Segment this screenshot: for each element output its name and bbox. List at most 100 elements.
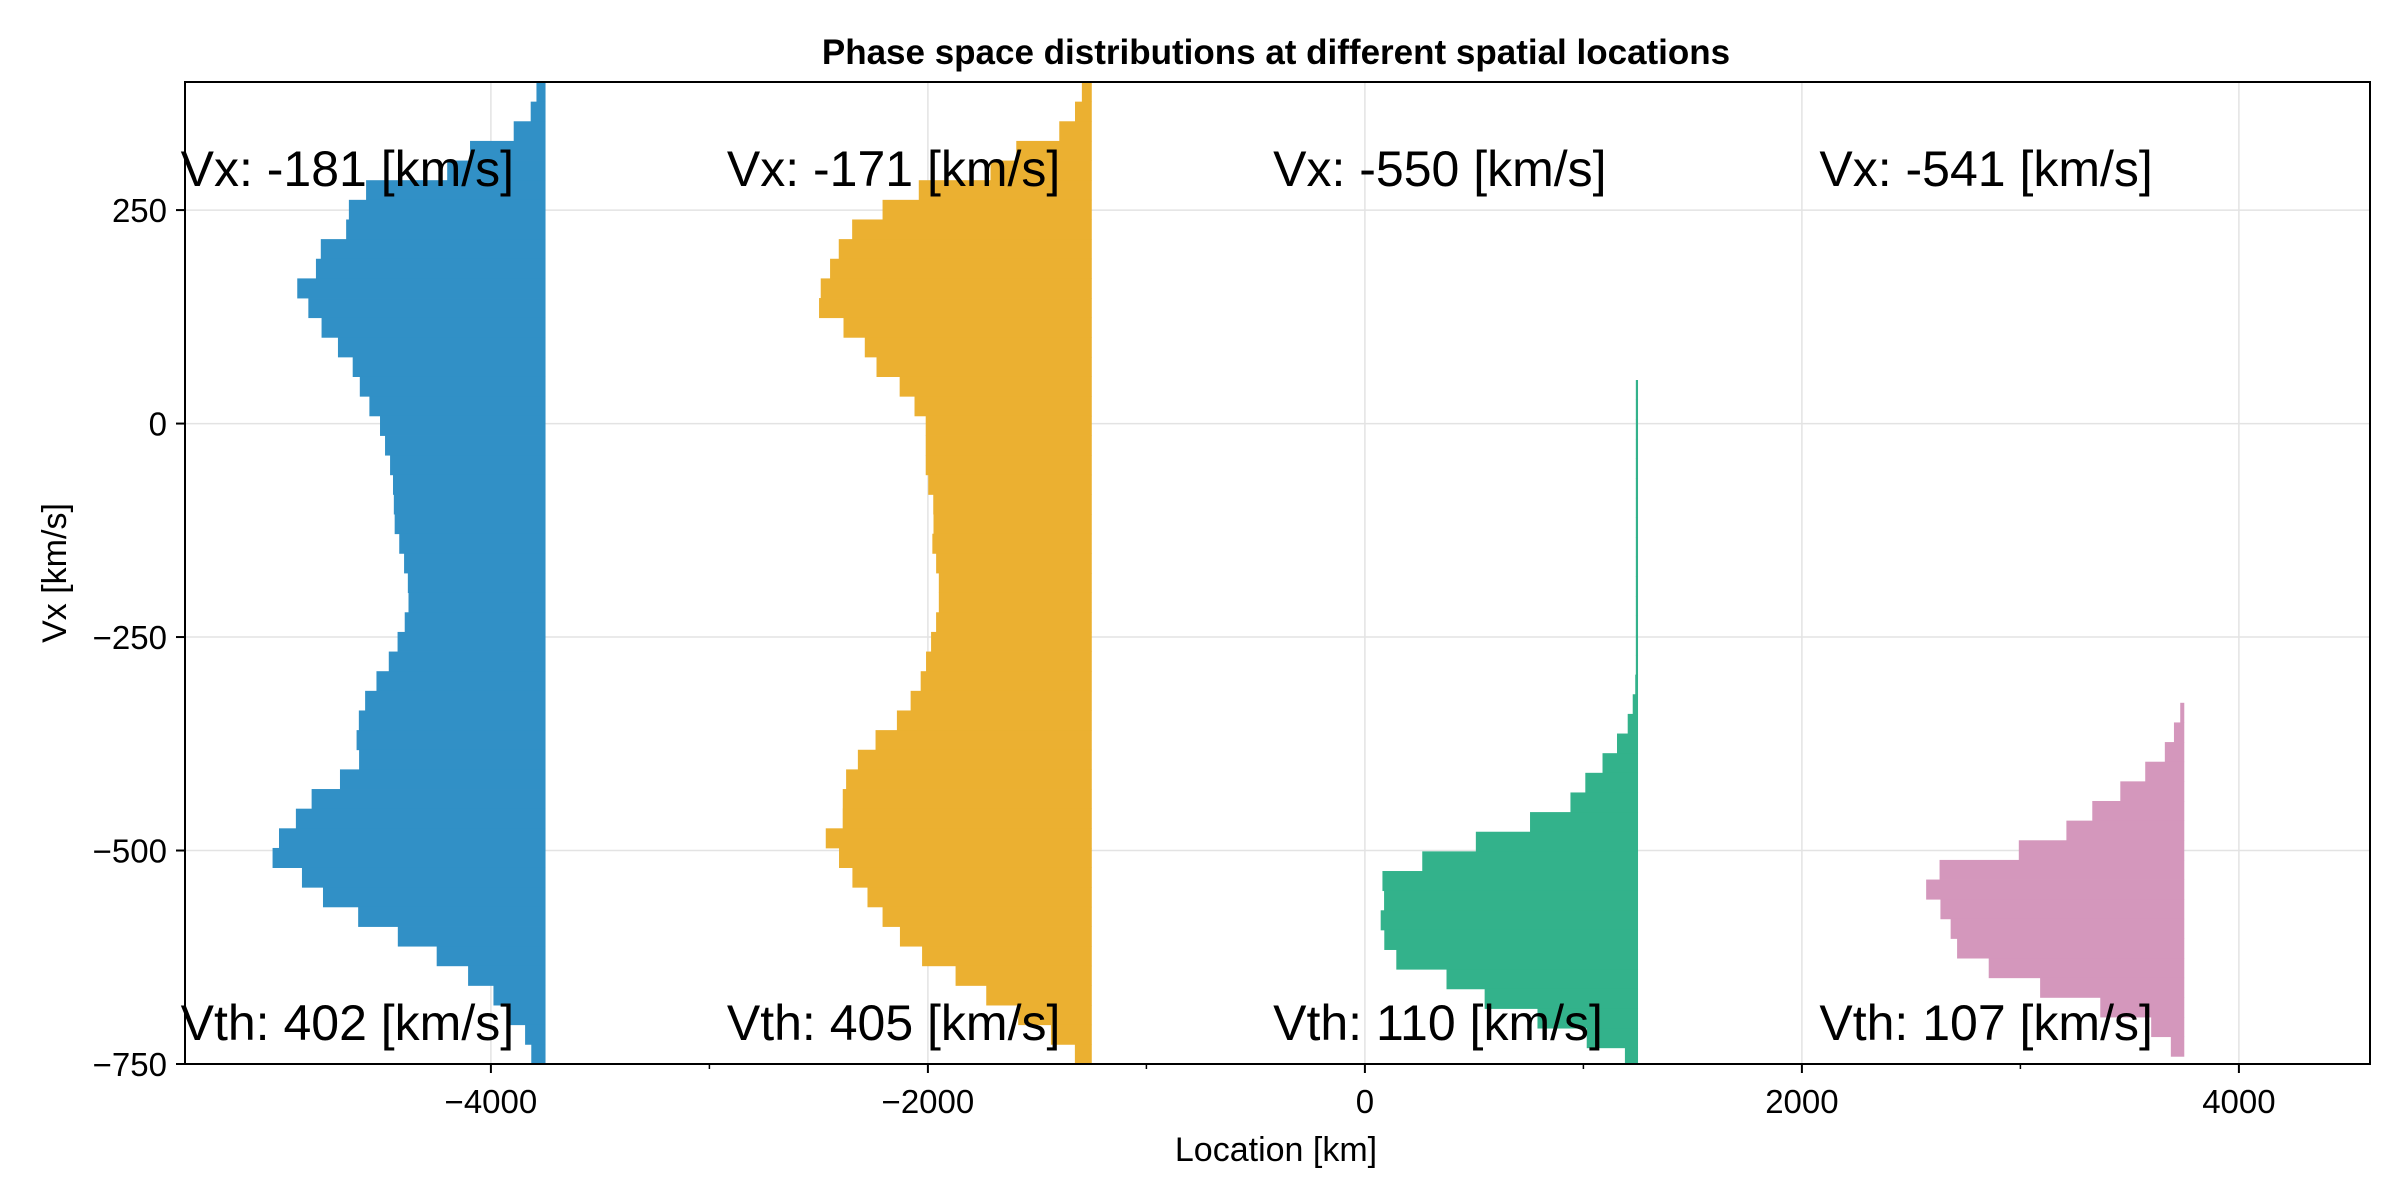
histogram-bar bbox=[301, 867, 546, 888]
axis-ticks: −4000 −2000 0 2000 4000 250 0 −250 −500 −750 bbox=[93, 192, 2276, 1120]
histogram-bar bbox=[1616, 733, 1639, 754]
histogram-bar bbox=[1635, 537, 1639, 558]
histogram-bar bbox=[447, 160, 546, 181]
histogram-bar bbox=[1957, 938, 2185, 959]
histogram-bar bbox=[1530, 812, 1639, 833]
histogram-bar bbox=[279, 828, 546, 849]
histogram-bar bbox=[843, 317, 1092, 338]
histogram-bar bbox=[392, 474, 546, 495]
histogram-bar bbox=[2092, 800, 2185, 822]
histogram-bar bbox=[938, 573, 1092, 594]
histogram-bar bbox=[404, 612, 546, 633]
histogram-bar bbox=[1635, 419, 1639, 440]
histogram-bar bbox=[1635, 438, 1639, 459]
histogram-bar bbox=[925, 435, 1092, 456]
histogram-bar bbox=[933, 514, 1092, 535]
histogram-bar bbox=[1570, 792, 1639, 813]
histogram-bar bbox=[397, 631, 546, 652]
histogram-bar bbox=[393, 494, 546, 515]
histogram-bar bbox=[1635, 380, 1639, 401]
chart-title: Phase space distributions at different s… bbox=[822, 33, 1730, 72]
histogram-bar bbox=[359, 376, 546, 397]
x-tick-label: 0 bbox=[1356, 1083, 1374, 1120]
histogram-bar bbox=[399, 533, 546, 554]
histogram-bar bbox=[468, 965, 546, 986]
histogram-bar bbox=[918, 180, 1092, 201]
histogram-bar bbox=[1586, 1028, 1639, 1049]
histogram-bar bbox=[493, 985, 546, 1006]
histogram-bar bbox=[914, 396, 1092, 417]
histogram-bar bbox=[1926, 879, 2185, 900]
histogram-bar bbox=[366, 180, 546, 201]
histogram-bar bbox=[352, 356, 546, 377]
histogram-bar bbox=[876, 356, 1092, 377]
histogram-bar bbox=[842, 808, 1092, 829]
histogram-bar bbox=[1050, 1024, 1092, 1045]
vx-annotation: Vx: -171 [km/s] bbox=[727, 141, 1060, 197]
histogram-bar bbox=[1585, 772, 1639, 793]
histogram-bar bbox=[2120, 781, 2185, 802]
histogram-bar bbox=[1074, 1044, 1092, 1065]
histogram-bar bbox=[936, 553, 1092, 574]
histogram-bar bbox=[470, 140, 546, 161]
histogram-bar bbox=[358, 906, 546, 927]
histogram-bar bbox=[1384, 890, 1639, 911]
histogram-bar bbox=[295, 808, 546, 829]
histogram-bar bbox=[1075, 101, 1092, 122]
histogram-bar bbox=[1384, 929, 1639, 950]
y-tick-label: −500 bbox=[93, 833, 167, 870]
histogram-bar bbox=[936, 612, 1092, 633]
histogram-bar bbox=[348, 199, 546, 220]
histogram-bar bbox=[990, 160, 1092, 181]
histogram-bar bbox=[339, 769, 546, 790]
histogram-bar bbox=[830, 258, 1092, 279]
histogram-bar bbox=[1382, 871, 1639, 892]
y-tick-label: −250 bbox=[93, 619, 167, 656]
histogram-bar bbox=[358, 710, 546, 731]
histogram-bar bbox=[955, 965, 1092, 986]
histogram-bar bbox=[510, 1005, 546, 1026]
histogram-bar bbox=[864, 337, 1092, 358]
x-tick-label: 2000 bbox=[1765, 1083, 1838, 1120]
histogram-bar bbox=[397, 926, 546, 947]
histogram-bar bbox=[938, 592, 1092, 613]
y-tick-label: 0 bbox=[149, 406, 167, 443]
vth-annotation: Vth: 402 [km/s] bbox=[181, 995, 514, 1051]
histogram-bar bbox=[531, 1044, 546, 1065]
vx-annotation: Vx: -541 [km/s] bbox=[1819, 141, 2152, 197]
histogram-bar bbox=[536, 82, 546, 103]
histogram-bar bbox=[1635, 517, 1639, 538]
histogram-bar bbox=[297, 278, 546, 299]
y-axis-label: Vx [km/s] bbox=[36, 503, 74, 643]
annotations: Vx: -181 [km/s] Vth: 402 [km/s] Vx: -171 [… bbox=[181, 141, 2153, 1051]
histogram-bar bbox=[404, 553, 546, 574]
distribution-bars bbox=[272, 82, 2185, 1065]
histogram-bar bbox=[436, 946, 546, 967]
histogram-bar bbox=[1635, 576, 1639, 597]
histogram-bar bbox=[1635, 399, 1639, 420]
histogram-bar bbox=[925, 415, 1092, 436]
histogram-bar bbox=[408, 592, 546, 613]
histogram-bar bbox=[376, 671, 546, 692]
histogram-bar bbox=[1635, 615, 1639, 636]
histogram-bar bbox=[896, 710, 1092, 731]
histogram-bar bbox=[928, 474, 1092, 495]
histogram-bar bbox=[867, 887, 1092, 908]
histogram-bar bbox=[820, 278, 1092, 299]
histogram-bar bbox=[322, 887, 546, 908]
histogram-bar bbox=[346, 219, 546, 240]
histogram-bar bbox=[2151, 1017, 2185, 1038]
histogram-bar bbox=[1635, 497, 1639, 518]
histogram-bar bbox=[394, 514, 546, 535]
histogram-bar bbox=[2164, 742, 2185, 763]
histogram-bar bbox=[933, 494, 1092, 515]
histogram-bar bbox=[1624, 1047, 1639, 1065]
histogram-bar bbox=[1627, 713, 1639, 734]
histogram-bar bbox=[380, 415, 546, 436]
histogram-bar bbox=[931, 631, 1092, 652]
vth-annotation: Vth: 110 [km/s] bbox=[1273, 995, 1603, 1051]
histogram-bar bbox=[1016, 140, 1092, 161]
vth-annotation: Vth: 107 [km/s] bbox=[1819, 995, 2152, 1051]
histogram-bar bbox=[882, 906, 1092, 927]
